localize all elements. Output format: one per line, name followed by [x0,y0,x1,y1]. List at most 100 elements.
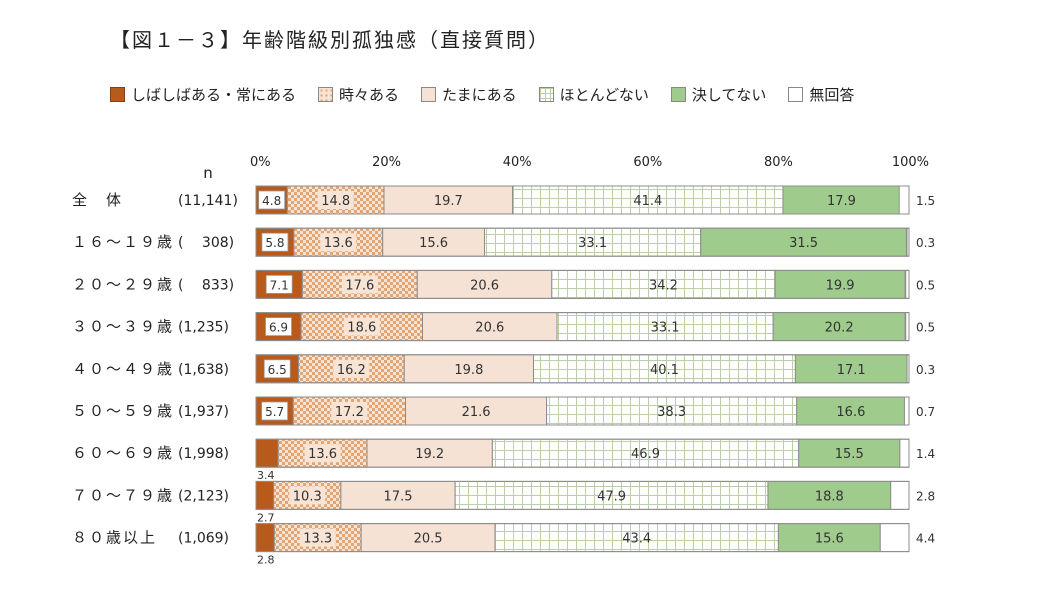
data-label-occasional: 20.6 [475,321,504,336]
bar-segment-rarely [491,438,800,468]
legend-item-never: 決してない [670,84,767,105]
data-label-never: 18.8 [815,489,844,504]
legend-item-often: しばしばある・常にある [110,84,296,105]
data-label-bg [331,402,368,420]
data-label-bg [317,191,354,209]
bar-segment-occasional [416,269,553,299]
data-label-often: 7.1 [270,278,289,292]
data-label-box [258,190,286,210]
bar-segment-na [898,185,910,215]
data-label-often: 2.8 [257,554,275,567]
data-label-sometimes: 13.6 [324,236,353,251]
bar-segment-occasional [340,480,456,510]
data-label-bg [341,275,378,294]
bar-frame [255,185,910,215]
category-label: ４０～４９歳 [72,360,174,378]
bar-segment-never [767,480,892,510]
bar-frame [255,269,910,299]
bar-frame [255,227,910,257]
legend-item-occasional: たまにある [421,84,517,105]
bar-segment-occasional [403,354,535,384]
data-label-often: 6.9 [269,321,288,335]
data-label-na: 1.5 [916,194,935,208]
bar-segment-often [255,523,275,553]
n-value-label: (1,998) [178,446,229,462]
category-label: １６～１９歳 [72,233,174,251]
data-label-never: 19.9 [826,278,855,293]
bar-frame [255,312,910,342]
data-label-occasional: 19.2 [415,447,444,462]
data-label-bg [289,486,326,505]
data-label-often: 5.8 [265,236,284,250]
data-label-na: 0.5 [916,278,935,292]
legend-label-na: 無回答 [809,86,855,104]
data-label-sometimes: 17.6 [345,278,374,293]
data-label-bg [333,359,370,378]
bar-frame [255,354,910,384]
n-value-label: (1,235) [178,320,229,336]
bar-frame [255,523,910,553]
bar-segment-rarely [454,480,769,510]
x-tick-label: 40% [503,155,532,170]
bar-segment-never [796,396,906,426]
legend-item-rarely: ほとんどない [538,84,649,105]
legend-label-never: 決してない [691,86,767,104]
data-label-occasional: 19.8 [454,363,483,378]
data-label-never: 15.5 [835,447,864,462]
data-label-bg [343,317,380,336]
data-label-rarely: 47.9 [597,489,626,504]
data-label-occasional: 15.6 [419,236,448,251]
data-label-rarely: 33.1 [578,236,607,251]
data-label-often: 2.7 [257,511,275,524]
data-label-sometimes: 16.2 [337,363,366,378]
data-label-rarely: 41.4 [633,194,662,209]
data-label-often: 5.7 [265,405,284,419]
category-label: ５０～５９歳 [72,402,174,420]
bar-frame [255,396,910,426]
bar-segment-never [782,185,901,215]
data-label-sometimes: 17.2 [335,405,364,420]
bar-segment-often [255,438,279,468]
bar-segment-rarely [512,185,784,215]
legend-swatch-never [670,87,686,102]
n-value-label: (2,123) [178,488,229,504]
data-label-rarely: 33.1 [651,321,680,336]
data-label-rarely: 43.4 [622,532,651,547]
data-label-rarely: 46.9 [631,447,660,462]
data-label-sometimes: 18.6 [347,321,376,336]
data-label-occasional: 20.6 [470,278,499,293]
legend-swatch-na [788,87,804,102]
data-label-rarely: 34.2 [649,278,678,293]
legend-item-na: 無回答 [788,84,854,105]
data-label-box [265,317,292,337]
legend-label-sometimes: 時々ある [339,86,400,104]
data-label-never: 20.2 [825,321,854,336]
data-label-bg [304,444,341,463]
n-value-label: (1,937) [178,404,229,420]
legend-label-rarely: ほとんどない [559,86,649,104]
data-label-na: 0.3 [916,363,935,377]
bar-segment-occasional [422,312,558,342]
category-label: ７０～７９歳 [72,486,174,504]
chart-title: 【図１－３】年齢階級別孤独感（直接質問） [110,28,550,52]
n-value-label: (1,638) [178,362,229,378]
data-label-bg [320,233,357,252]
data-label-never: 15.6 [815,532,844,547]
bar-segment-rarely [533,354,796,384]
data-label-sometimes: 14.8 [321,194,350,209]
bar-segment-na [899,438,910,468]
x-tick-label: 0% [250,155,271,170]
data-label-never: 17.9 [827,194,856,209]
bar-segment-occasional [405,396,548,426]
data-label-sometimes: 10.3 [293,489,322,504]
data-label-never: 16.6 [836,405,865,420]
bar-segment-often [255,480,275,510]
data-label-occasional: 19.7 [434,194,463,209]
data-label-na: 1.4 [916,447,935,461]
n-value-label: ( 308) [178,235,234,251]
legend-swatch-sometimes [318,87,334,102]
n-header: n [203,164,213,182]
data-label-na: 4.4 [916,532,935,546]
